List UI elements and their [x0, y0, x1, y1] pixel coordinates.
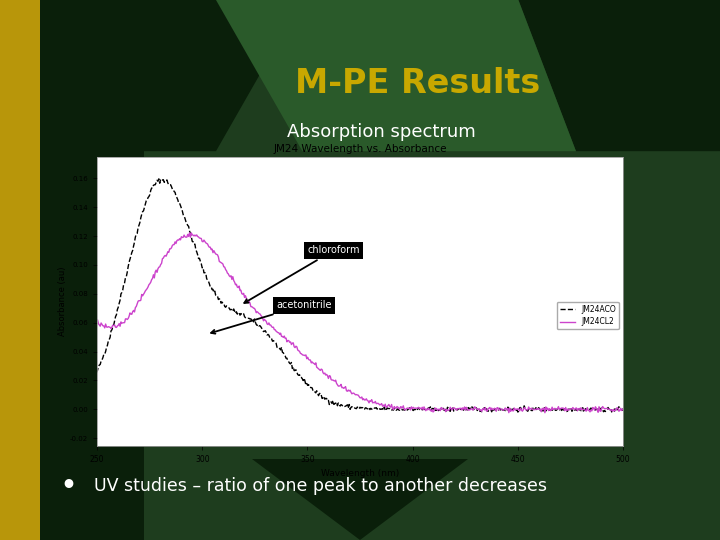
JM24CL2 — [184, 233, 193, 240]
Text: UV studies – ratio of one peak to another decreases: UV studies – ratio of one peak to anothe… — [94, 477, 546, 495]
JM24ACO — [228, 308, 237, 315]
Text: chloroform: chloroform — [244, 245, 360, 303]
JM24ACO — [89, 375, 97, 382]
JM24CL2 — [185, 230, 194, 236]
Polygon shape — [40, 0, 302, 151]
JM24ACO — [185, 228, 194, 234]
Bar — [0, 0, 40, 540]
Text: M-PE Results: M-PE Results — [295, 67, 540, 100]
JM24CL2 — [496, 406, 505, 412]
JM24ACO — [496, 407, 505, 414]
Polygon shape — [518, 0, 720, 151]
Title: JM24 Wavelength vs. Absorbance: JM24 Wavelength vs. Absorbance — [274, 144, 446, 154]
JM24ACO — [155, 176, 163, 182]
JM24CL2 — [451, 405, 459, 411]
Legend: JM24ACO, JM24CL2: JM24ACO, JM24CL2 — [557, 301, 619, 329]
JM24CL2 — [228, 273, 237, 280]
Text: acetonitrile: acetonitrile — [211, 300, 331, 334]
JM24ACO — [334, 400, 343, 406]
JM24CL2 — [408, 406, 417, 412]
JM24ACO — [629, 406, 638, 412]
JM24CL2 — [541, 409, 549, 416]
Polygon shape — [40, 151, 144, 540]
JM24ACO — [451, 407, 459, 413]
Line: JM24ACO: JM24ACO — [93, 179, 634, 412]
JM24ACO — [408, 406, 417, 413]
X-axis label: Wavelength (nm): Wavelength (nm) — [321, 469, 399, 478]
JM24CL2 — [89, 313, 97, 320]
JM24CL2 — [334, 383, 343, 389]
Polygon shape — [252, 459, 468, 540]
Line: JM24CL2: JM24CL2 — [93, 233, 634, 413]
JM24CL2 — [629, 404, 638, 411]
JM24ACO — [580, 409, 588, 415]
Y-axis label: Absorbance (au): Absorbance (au) — [58, 266, 67, 336]
Text: •: • — [60, 474, 76, 498]
Polygon shape — [216, 0, 576, 151]
Text: Absorption spectrum: Absorption spectrum — [287, 123, 476, 141]
